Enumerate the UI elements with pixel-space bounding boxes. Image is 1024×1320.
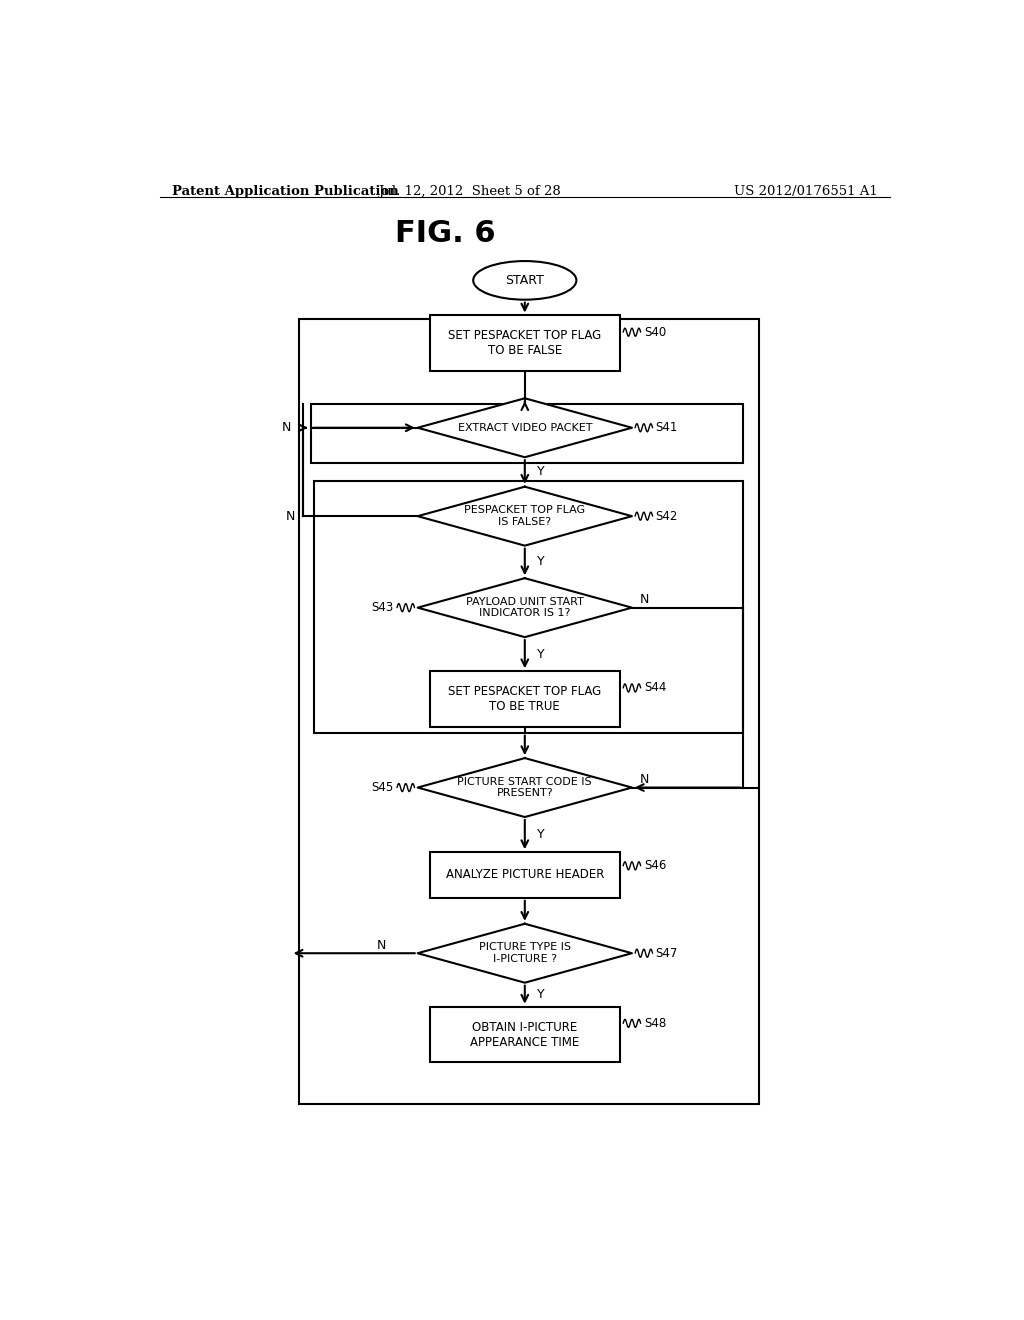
Text: S43: S43	[371, 601, 393, 614]
FancyBboxPatch shape	[430, 671, 620, 727]
Text: S44: S44	[644, 681, 667, 694]
Text: Jul. 12, 2012  Sheet 5 of 28: Jul. 12, 2012 Sheet 5 of 28	[378, 185, 560, 198]
Text: N: N	[286, 510, 295, 523]
Text: S46: S46	[644, 859, 667, 873]
Text: ANALYZE PICTURE HEADER: ANALYZE PICTURE HEADER	[445, 869, 604, 882]
FancyBboxPatch shape	[430, 315, 620, 371]
Text: EXTRACT VIDEO PACKET: EXTRACT VIDEO PACKET	[458, 422, 592, 433]
Text: PESPACKET TOP FLAG
IS FALSE?: PESPACKET TOP FLAG IS FALSE?	[464, 506, 586, 527]
Text: Y: Y	[537, 556, 545, 569]
Text: Y: Y	[537, 828, 545, 841]
Text: FIG. 6: FIG. 6	[395, 219, 496, 248]
Text: N: N	[640, 593, 649, 606]
Polygon shape	[418, 758, 632, 817]
Text: US 2012/0176551 A1: US 2012/0176551 A1	[734, 185, 878, 198]
Text: OBTAIN I-PICTURE
APPEARANCE TIME: OBTAIN I-PICTURE APPEARANCE TIME	[470, 1020, 580, 1048]
Text: S41: S41	[655, 421, 678, 434]
Ellipse shape	[473, 261, 577, 300]
Text: PICTURE TYPE IS
I-PICTURE ?: PICTURE TYPE IS I-PICTURE ?	[479, 942, 570, 964]
Text: S45: S45	[371, 781, 393, 795]
FancyBboxPatch shape	[430, 853, 620, 898]
Text: Y: Y	[537, 648, 545, 660]
Text: PICTURE START CODE IS
PRESENT?: PICTURE START CODE IS PRESENT?	[458, 776, 592, 799]
Text: N: N	[640, 774, 649, 785]
Text: S47: S47	[655, 946, 678, 960]
Polygon shape	[418, 924, 632, 982]
Text: PAYLOAD UNIT START
INDICATOR IS 1?: PAYLOAD UNIT START INDICATOR IS 1?	[466, 597, 584, 619]
Text: S40: S40	[644, 326, 666, 339]
Text: Y: Y	[537, 989, 545, 1001]
Polygon shape	[418, 487, 632, 545]
Polygon shape	[418, 578, 632, 638]
Text: SET PESPACKET TOP FLAG
TO BE TRUE: SET PESPACKET TOP FLAG TO BE TRUE	[449, 685, 601, 713]
Text: N: N	[282, 421, 291, 434]
Text: Y: Y	[537, 466, 545, 478]
Text: Patent Application Publication: Patent Application Publication	[172, 185, 398, 198]
Text: SET PESPACKET TOP FLAG
TO BE FALSE: SET PESPACKET TOP FLAG TO BE FALSE	[449, 330, 601, 358]
Text: START: START	[506, 273, 544, 286]
FancyBboxPatch shape	[430, 1007, 620, 1063]
Text: S48: S48	[644, 1016, 666, 1030]
Polygon shape	[418, 399, 632, 457]
Text: N: N	[377, 939, 386, 952]
Text: S42: S42	[655, 510, 678, 523]
